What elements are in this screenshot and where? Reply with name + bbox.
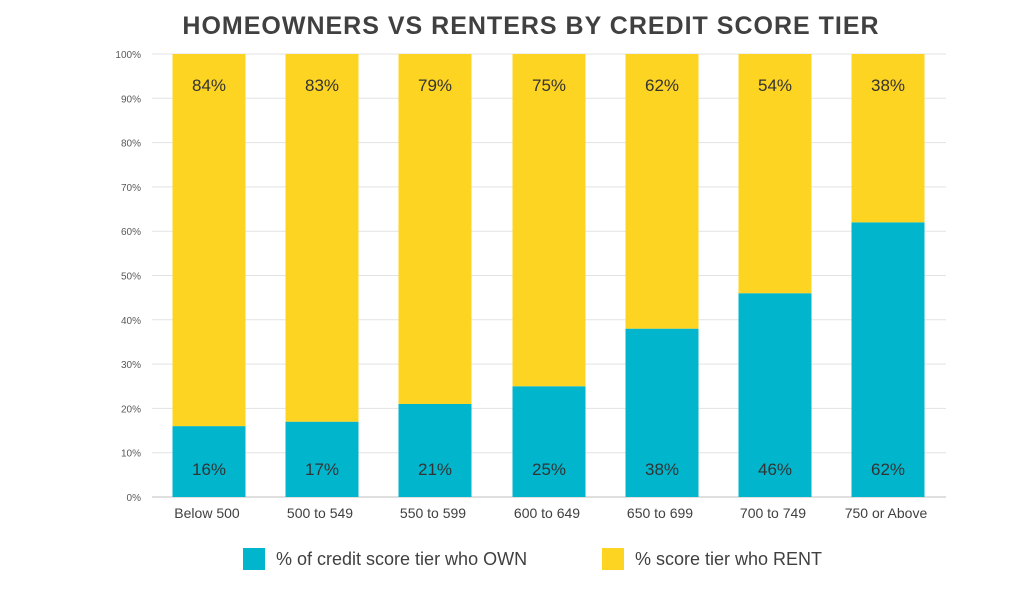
x-tick-label: 600 to 649 (514, 505, 580, 521)
y-tick-label: 40% (121, 316, 141, 327)
bar-rent (738, 54, 812, 294)
data-label-rent: 54% (758, 76, 792, 95)
bar-own (172, 426, 246, 497)
data-label-rent: 83% (305, 76, 339, 95)
y-tick-label: 90% (121, 94, 141, 105)
y-tick-label: 60% (121, 227, 141, 238)
x-tick-label: 700 to 749 (740, 505, 806, 521)
data-label-own: 62% (871, 460, 905, 479)
legend-item-own: % of credit score tier who OWN (243, 546, 527, 572)
bar-own (738, 293, 812, 497)
data-label-own: 25% (532, 460, 566, 479)
y-tick-label: 100% (115, 50, 141, 61)
y-tick-label: 20% (121, 404, 141, 415)
x-tick-label: 650 to 699 (627, 505, 693, 521)
data-label-rent: 62% (645, 76, 679, 95)
bar-rent (512, 54, 586, 387)
y-tick-label: 80% (121, 139, 141, 150)
bar-own (285, 421, 359, 497)
data-label-rent: 79% (418, 76, 452, 95)
x-tick-label: 550 to 599 (400, 505, 466, 521)
chart-title: HOMEOWNERS VS RENTERS BY CREDIT SCORE TI… (182, 12, 880, 40)
legend-item-rent: % score tier who RENT (602, 546, 822, 572)
data-label-own: 38% (645, 460, 679, 479)
x-tick-label: Below 500 (174, 505, 240, 521)
bar-rent (398, 54, 472, 404)
bar-rent (285, 54, 359, 422)
data-label-own: 17% (305, 460, 339, 479)
data-label-own: 16% (192, 460, 226, 479)
legend-swatch-rent (602, 548, 624, 570)
data-label-own: 21% (418, 460, 452, 479)
y-tick-label: 0% (127, 493, 142, 504)
bar-own (851, 222, 925, 497)
bar-own (512, 386, 586, 497)
x-tick-label: 500 to 549 (287, 505, 353, 521)
legend-swatch-own (243, 548, 265, 570)
bar-rent (172, 54, 246, 427)
bar-rent (625, 54, 699, 329)
data-label-rent: 38% (871, 76, 905, 95)
y-tick-label: 70% (121, 183, 141, 194)
bar-own (625, 328, 699, 497)
bar-rent (851, 54, 925, 223)
y-tick-label: 30% (121, 360, 141, 371)
data-label-rent: 75% (532, 76, 566, 95)
data-label-rent: 84% (192, 76, 226, 95)
legend-label-own: % of credit score tier who OWN (276, 548, 528, 569)
y-tick-label: 50% (121, 272, 141, 283)
x-tick-label: 750 or Above (845, 505, 928, 521)
data-label-own: 46% (758, 460, 792, 479)
bar-own (398, 403, 472, 497)
legend-label-rent: % score tier who RENT (635, 548, 823, 569)
y-tick-label: 10% (121, 449, 141, 460)
